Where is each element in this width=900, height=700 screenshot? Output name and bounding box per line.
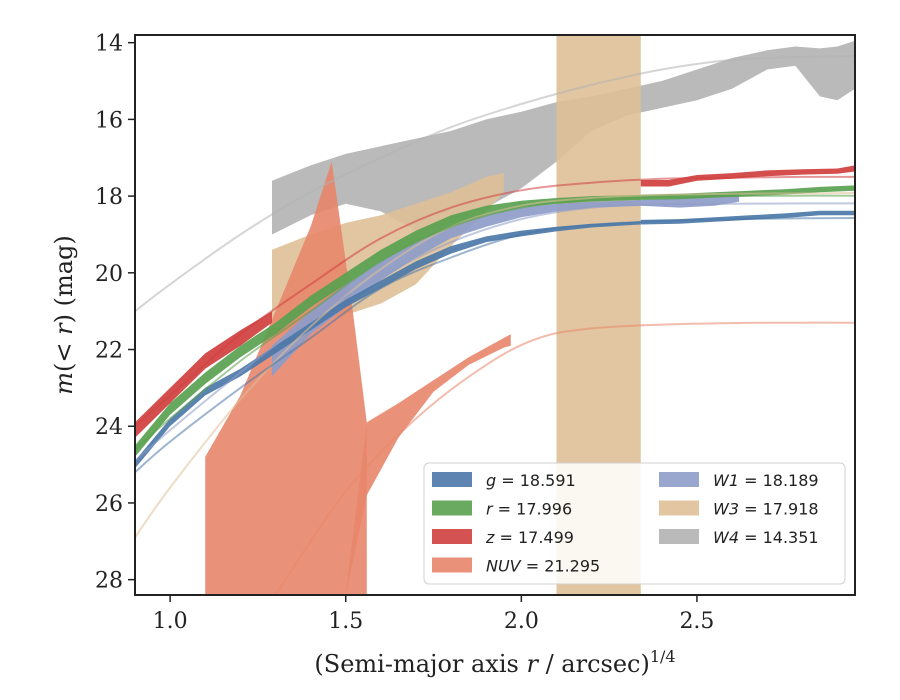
y-tick-label: 14 (95, 32, 123, 57)
series-g-outer-band (640, 210, 855, 225)
plot-frame (134, 34, 856, 596)
legend-swatch-z (432, 529, 472, 544)
legend-swatch-nuv (432, 557, 472, 573)
series-w4-fit-line (135, 55, 855, 312)
series-z-outer-band (640, 165, 855, 187)
x-axis: 1.0 1.5 2.0 2.5 (153, 595, 714, 634)
y-tick-label: 28 (95, 569, 123, 594)
x-tick-label: 1.0 (153, 609, 188, 634)
y-tick-label: 18 (95, 185, 123, 210)
legend-label-g: g = 18.591 (486, 471, 576, 490)
series-w1-fit-line (135, 202, 855, 462)
x-tick-label: 2.0 (504, 609, 539, 634)
legend-label-w4: W4 = 14.351 (713, 528, 819, 547)
series-g-fit-line (135, 217, 855, 474)
y-axis-title: m(< r) (mag) (50, 235, 78, 395)
y-tick-label: 20 (95, 262, 123, 287)
series-w3-band-column (556, 35, 641, 595)
series-z-fit-line (135, 175, 855, 427)
y-tick-label: 24 (95, 415, 123, 440)
legend-label-nuv: NUV = 21.295 (486, 557, 600, 576)
legend-swatch-r (432, 500, 472, 516)
legend-swatch-w4 (659, 529, 699, 544)
x-tick-label: 2.5 (679, 609, 714, 634)
series-nuv-fit-line (274, 321, 855, 595)
x-tick-label: 1.5 (328, 609, 363, 634)
legend-swatch-g (432, 472, 472, 487)
legend-label-w3: W3 = 17.918 (713, 500, 819, 519)
series-r-band (135, 194, 641, 457)
legend: g = 18.591 r = 17.996 z = 17.499 NUV = 21.2… (423, 462, 846, 585)
y-tick-label: 26 (95, 492, 123, 517)
y-tick-label: 22 (95, 339, 123, 364)
x-axis-title: (Semi-major axis r / arcsec)1/4 (314, 647, 675, 678)
y-axis: 14 16 18 20 22 24 26 28 (95, 32, 135, 594)
legend-label-w1: W1 = 18.189 (713, 471, 819, 490)
y-tick-label: 16 (95, 108, 123, 133)
series-r-fit-line (135, 194, 855, 450)
legend-swatch-w1 (659, 472, 699, 487)
plot-area (135, 35, 855, 595)
legend-box (423, 462, 846, 585)
legend-label-r: r = 17.996 (486, 500, 572, 519)
series-z-band (135, 311, 272, 438)
legend-label-z: z = 17.499 (485, 528, 574, 547)
series-nuv-band-main (205, 161, 367, 595)
legend-swatch-w3 (659, 500, 699, 516)
